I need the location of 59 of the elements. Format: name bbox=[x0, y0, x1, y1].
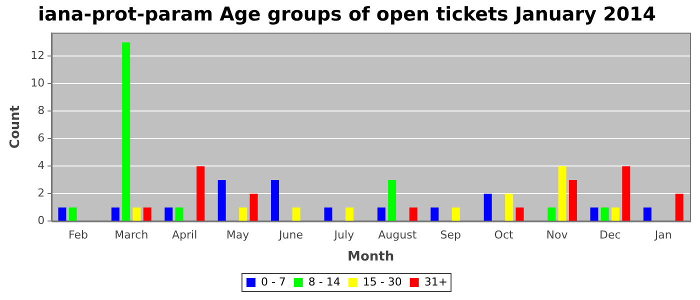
x-tick-label: Oct bbox=[494, 228, 514, 242]
bar bbox=[675, 194, 684, 221]
bar bbox=[175, 207, 184, 221]
bar bbox=[484, 194, 492, 221]
x-tick-label: June bbox=[278, 228, 304, 242]
y-tick-label: 12 bbox=[30, 49, 45, 62]
chart-title: iana-prot-param Age groups of open tickets January 2014 bbox=[38, 3, 656, 26]
x-tick-label: March bbox=[114, 228, 148, 242]
bar bbox=[58, 207, 66, 221]
legend-label: 0 - 7 bbox=[260, 275, 286, 288]
bar bbox=[388, 180, 396, 221]
x-axis-title: Month bbox=[348, 250, 394, 265]
x-tick-label: July bbox=[333, 228, 355, 242]
bar bbox=[218, 180, 226, 221]
legend-label: 8 - 14 bbox=[308, 275, 340, 288]
bar bbox=[111, 207, 120, 221]
bar bbox=[568, 180, 577, 221]
x-tick-label: Sep bbox=[440, 228, 461, 242]
bar bbox=[643, 207, 652, 221]
x-tick-label: April bbox=[172, 228, 198, 242]
bar bbox=[377, 207, 386, 221]
bar bbox=[346, 207, 354, 221]
bar bbox=[505, 194, 514, 221]
y-tick-label: 0 bbox=[38, 214, 45, 228]
bar bbox=[196, 166, 205, 221]
bar bbox=[452, 207, 460, 221]
y-axis-title: Count bbox=[8, 105, 24, 149]
x-tick-label: Jan bbox=[654, 228, 672, 242]
bar bbox=[122, 42, 130, 221]
bar bbox=[622, 166, 630, 221]
bar bbox=[430, 207, 439, 221]
bar bbox=[250, 194, 258, 221]
legend-label: 15 - 30 bbox=[362, 275, 402, 288]
y-tick-label: 8 bbox=[38, 104, 45, 118]
bar bbox=[68, 207, 77, 221]
bar bbox=[164, 207, 173, 221]
bar bbox=[239, 207, 248, 221]
bar bbox=[143, 207, 152, 221]
bar bbox=[324, 207, 332, 221]
y-tick-label: 4 bbox=[38, 159, 45, 172]
bar bbox=[600, 207, 609, 221]
x-tick-label: August bbox=[378, 228, 418, 242]
y-tick-label: 6 bbox=[38, 132, 45, 145]
x-tick-label: Nov bbox=[546, 228, 568, 242]
bar bbox=[516, 207, 524, 221]
x-tick-label: Feb bbox=[68, 228, 88, 242]
legend-label: 31+ bbox=[424, 275, 448, 288]
bar bbox=[132, 207, 141, 221]
y-tick-label: 2 bbox=[38, 186, 45, 200]
x-tick-label: Dec bbox=[600, 228, 621, 242]
bar bbox=[612, 207, 620, 221]
bar bbox=[558, 166, 566, 221]
bar bbox=[548, 207, 556, 221]
bar bbox=[409, 207, 418, 221]
bar bbox=[590, 207, 598, 221]
y-tick-label: 10 bbox=[30, 76, 45, 90]
bar bbox=[271, 180, 280, 221]
bar bbox=[292, 207, 300, 221]
x-tick-label: May bbox=[226, 228, 250, 242]
